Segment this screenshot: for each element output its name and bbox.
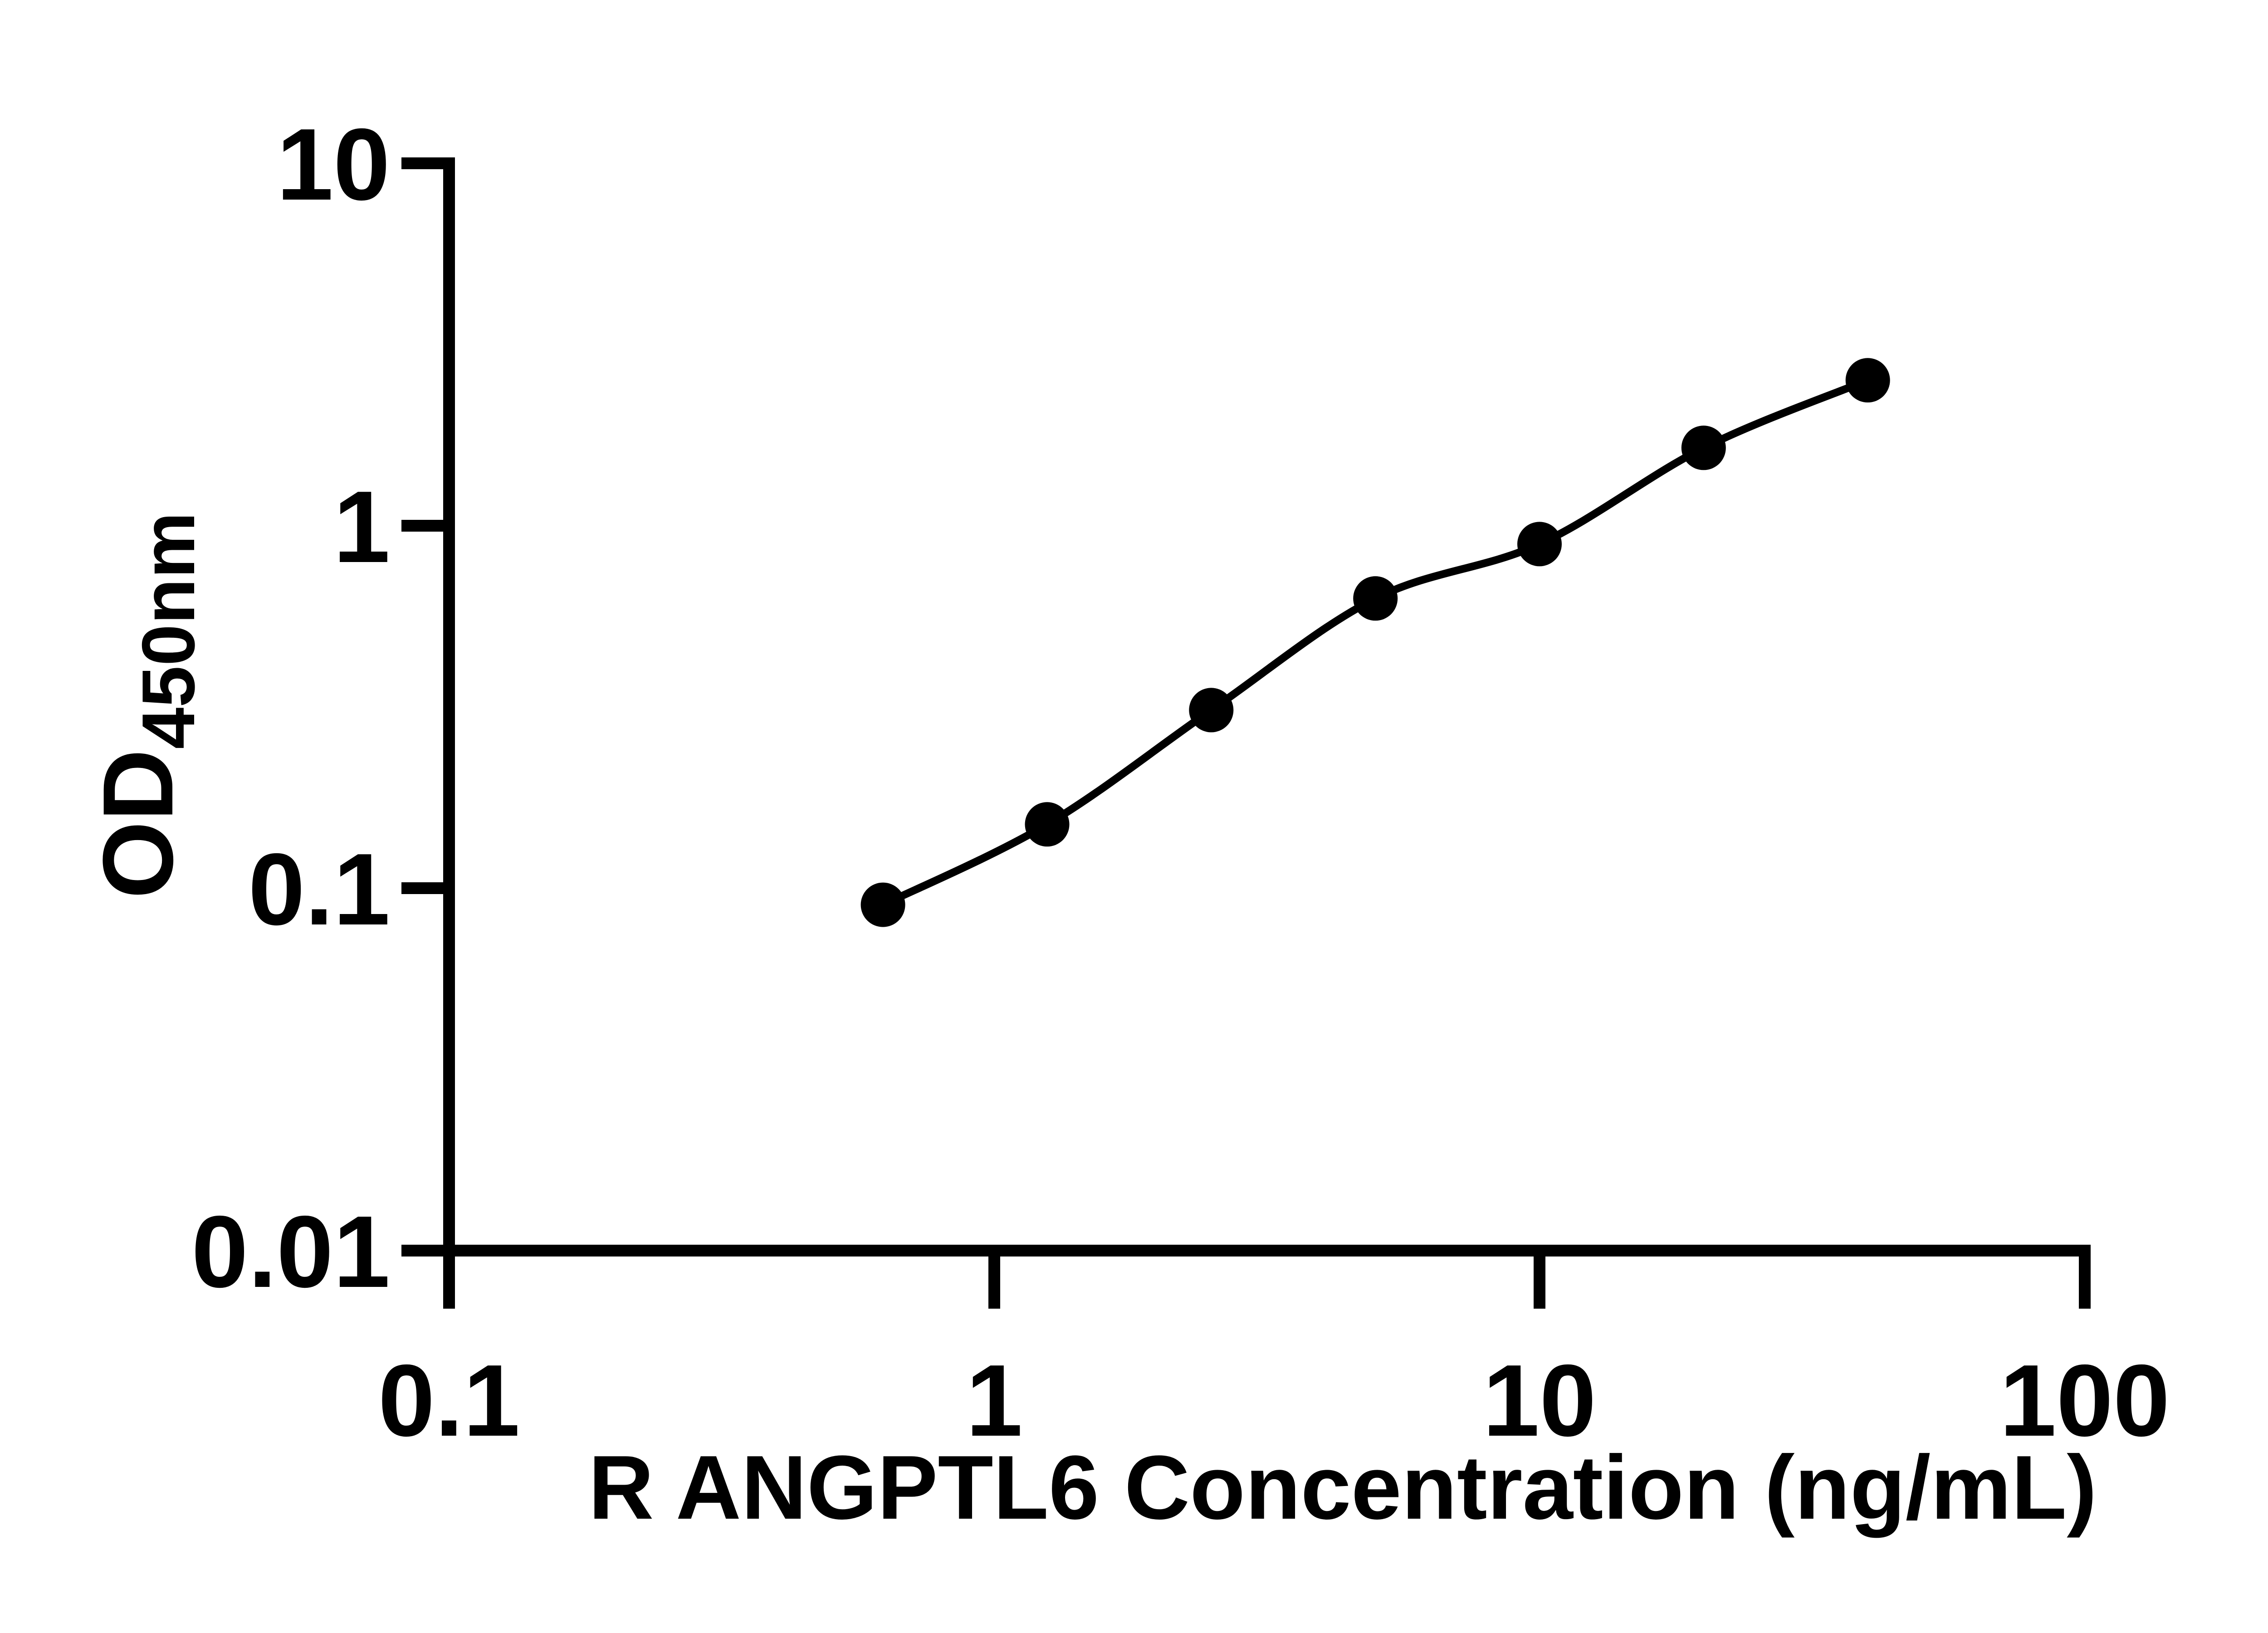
x-axis-title: R ANGPTL6 Concentration (ng/mL) (588, 1437, 2097, 1538)
tick-label-layer: 0.01 0.1 1 10 0.1 1 10 100 (191, 107, 2170, 1457)
x-tick-label: 10 (1483, 1343, 1596, 1457)
x-tick-label: 100 (1999, 1343, 2170, 1457)
y-tick-label: 10 (277, 107, 390, 221)
plot-axes (401, 157, 2091, 1309)
y-axis-title-main: OD (82, 749, 194, 899)
y-tick-label: 1 (333, 469, 390, 584)
data-point-marker (1189, 688, 1234, 733)
axes-layer (401, 157, 2091, 1309)
x-tick-label: 1 (966, 1343, 1022, 1457)
y-axis-title-subscript: 450nm (127, 512, 210, 749)
data-point-marker (1517, 522, 1562, 567)
data-point-marker (1353, 576, 1398, 621)
series-layer (860, 358, 1890, 927)
data-point-marker (1025, 802, 1070, 847)
y-tick-label: 0.1 (248, 832, 390, 946)
data-point-marker (860, 882, 905, 927)
y-tick-label: 0.01 (191, 1194, 390, 1309)
data-point-marker (1681, 425, 1726, 470)
tick-layer (401, 157, 2091, 1309)
x-tick-label: 0.1 (378, 1343, 520, 1457)
y-axis-title: OD450nm (82, 512, 210, 899)
data-point-marker (1845, 358, 1890, 403)
